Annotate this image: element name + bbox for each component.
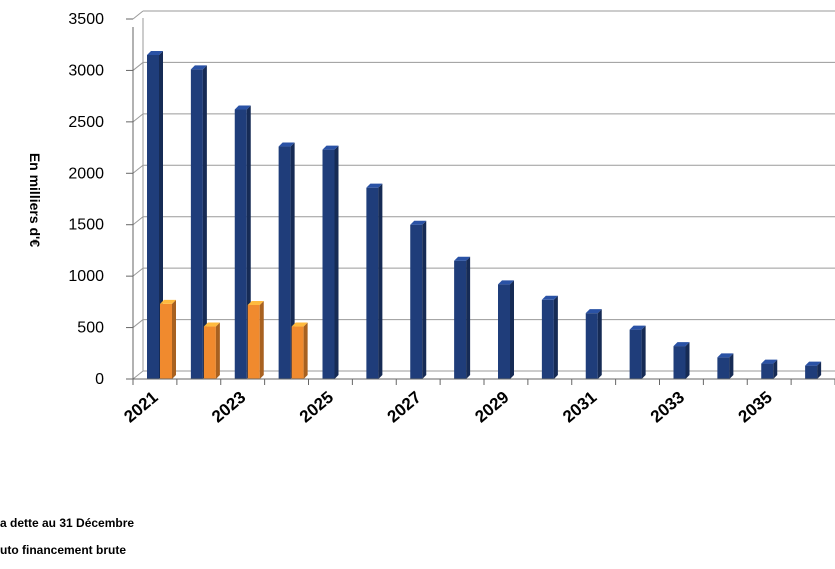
x-tick-label: 2035 [735, 388, 776, 427]
bar-self-financing-2024 [291, 322, 308, 379]
bar-self-financing-2023 [247, 300, 264, 379]
y-tick-labels: 0 500 1000 1500 2000 2500 3000 3500 [68, 11, 104, 388]
x-tick-label: 2031 [559, 388, 600, 427]
x-tick-label: 2021 [120, 388, 161, 427]
bar-debt-2022 [190, 65, 207, 380]
y-tick-label: 3500 [68, 11, 104, 28]
gridline-depth [132, 10, 144, 20]
y-axis-label: En milliers d'€ [27, 153, 43, 248]
bar-debt-2027 [410, 220, 427, 379]
gridline-depth [132, 319, 144, 328]
y-tick-label: 3000 [68, 62, 104, 79]
gridline-depth [132, 113, 144, 123]
bar-debt-2028 [454, 256, 471, 379]
bar-debt-2029 [498, 280, 514, 379]
legend-label-debt: a dette au 31 Décembre [0, 516, 134, 530]
bar-debt-2024 [278, 142, 295, 379]
y-tick-label: 2000 [68, 165, 104, 182]
x-tick-label: 2033 [647, 388, 688, 427]
bar-debt-2032 [629, 325, 646, 379]
bar-self-financing-2022 [203, 322, 220, 379]
gridline-depth [132, 267, 144, 277]
x-tick-label: 2023 [208, 388, 249, 427]
y-tick-label: 0 [95, 371, 104, 388]
bar-debt-2035 [761, 359, 778, 379]
bar-self-financing-2021 [160, 299, 176, 379]
axes [132, 18, 835, 385]
gridline-depth [132, 62, 144, 71]
gridline-depth [132, 370, 144, 380]
gridline-depth [132, 164, 144, 174]
bar-debt-2026 [366, 183, 383, 379]
bar-debt-2025 [322, 145, 339, 379]
gridlines [126, 10, 835, 380]
x-tick-labels: 2021 2023 2025 2027 2029 2031 2033 2035 [120, 388, 775, 427]
y-tick-label: 1500 [68, 217, 104, 234]
bar-debt-2034 [717, 353, 734, 379]
legend-label-self-financing: uto financement brute [0, 543, 126, 557]
legend: a dette au 31 Décembre uto financement b… [0, 516, 134, 557]
gridline-depth [132, 216, 144, 226]
bar-debt-2036 [805, 361, 822, 379]
y-tick-label: 500 [77, 320, 104, 337]
x-tick-label: 2029 [471, 388, 512, 427]
x-tick-label: 2025 [296, 388, 337, 427]
bar-debt-2033 [673, 342, 690, 379]
bar-debt-2030 [541, 295, 558, 379]
bar-debt-2021 [147, 51, 163, 379]
bar-debt-2031 [585, 309, 602, 379]
x-tick-label: 2027 [384, 388, 425, 427]
y-tick-label: 2500 [68, 114, 104, 131]
y-tick-label: 1000 [68, 268, 104, 285]
bars [147, 51, 822, 380]
